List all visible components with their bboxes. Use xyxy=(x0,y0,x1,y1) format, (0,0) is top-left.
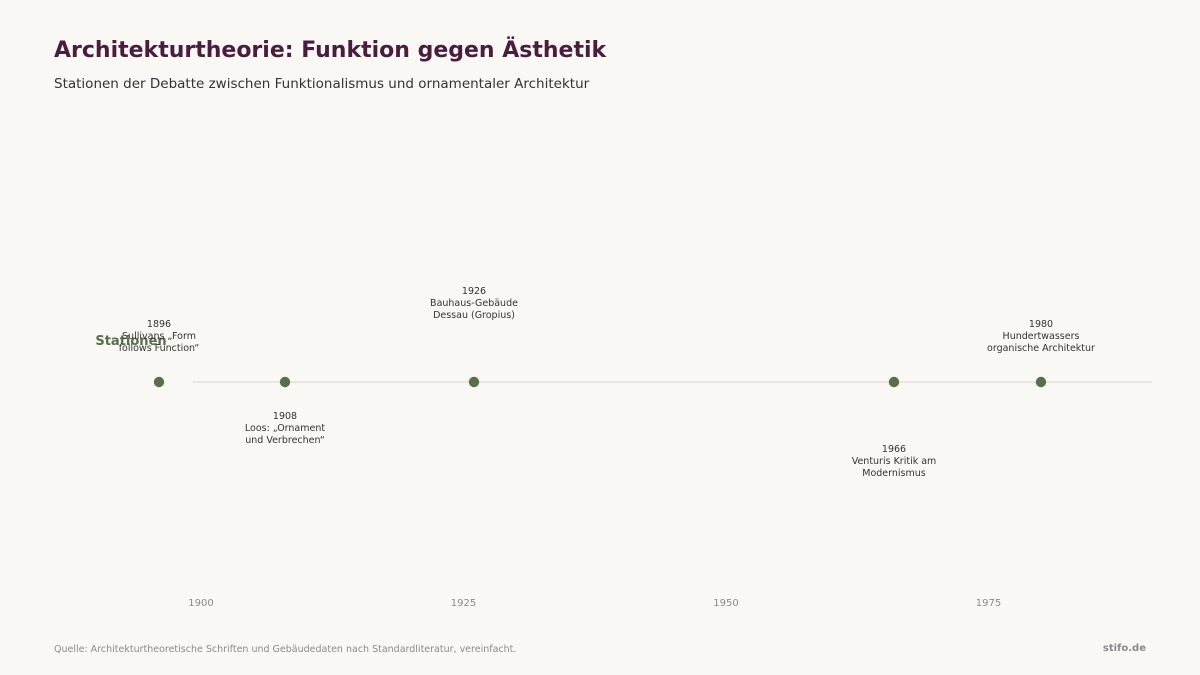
event-description-label: Loos: „Ornament xyxy=(245,423,326,434)
event-marker xyxy=(279,376,291,388)
event-description-label: Dessau (Gropius) xyxy=(433,310,515,321)
event-description-label: und Verbrechen“ xyxy=(245,435,325,446)
x-tick-label: 1975 xyxy=(976,598,1001,609)
x-tick-label: 1900 xyxy=(188,598,213,609)
event-description-label: Hundertwassers xyxy=(1003,331,1080,342)
event-description-label: Venturis Kritik am xyxy=(852,456,937,467)
event-year-label: 1966 xyxy=(882,444,906,455)
event-description-label: Bauhaus-Gebäude xyxy=(430,298,518,309)
event-description-label: Sullivans „Form xyxy=(122,331,196,342)
row-label: Stationen xyxy=(95,334,166,349)
x-tick-label: 1950 xyxy=(713,598,738,609)
brand-label: stifo.de xyxy=(1102,643,1146,654)
chart-title: Architekturtheorie: Funktion gegen Ästhe… xyxy=(54,38,607,63)
event-marker xyxy=(468,376,480,388)
event-description-label: follows Function“ xyxy=(119,343,200,354)
event-description-label: organische Architektur xyxy=(987,343,1095,354)
event-year-label: 1926 xyxy=(462,286,486,297)
x-tick-label: 1925 xyxy=(451,598,476,609)
event-marker xyxy=(888,376,900,388)
event-year-label: 1896 xyxy=(147,319,171,330)
event-marker xyxy=(153,376,165,388)
source-note: Quelle: Architekturtheoretische Schrifte… xyxy=(54,644,517,655)
event-marker xyxy=(1035,376,1047,388)
event-year-label: 1908 xyxy=(273,411,297,422)
chart-subtitle: Stationen der Debatte zwischen Funktiona… xyxy=(54,76,590,92)
event-description-label: Modernismus xyxy=(862,468,926,479)
event-year-label: 1980 xyxy=(1029,319,1053,330)
